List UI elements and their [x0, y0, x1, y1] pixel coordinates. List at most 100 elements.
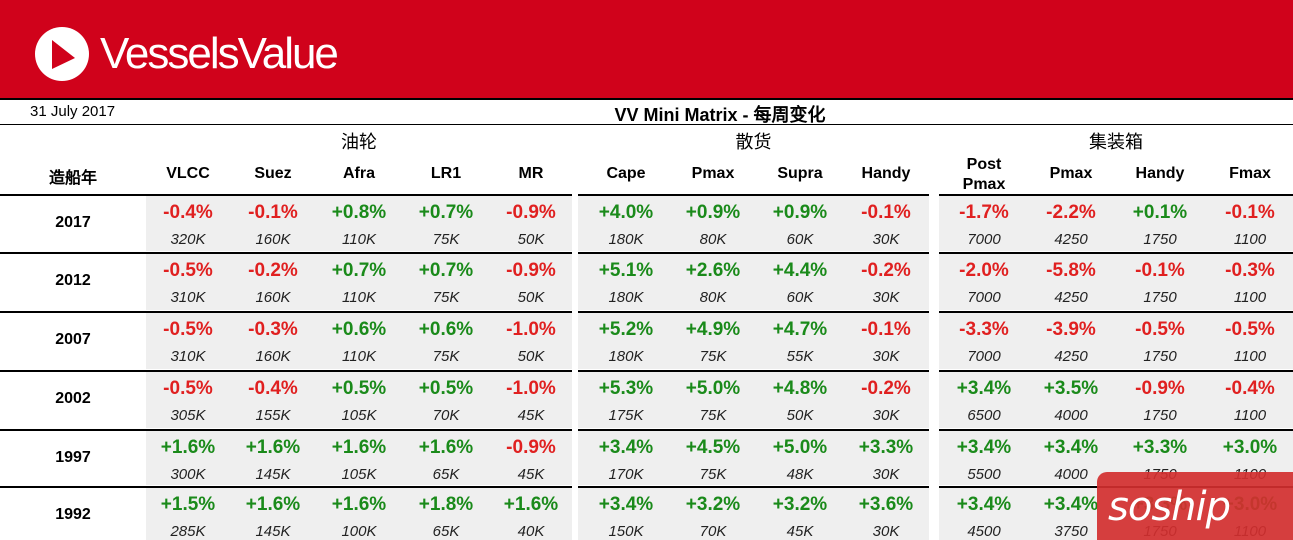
change-value: +3.4%	[1043, 437, 1099, 458]
size-value: 65K	[432, 523, 460, 540]
row-shade	[578, 313, 929, 369]
size-value: 30K	[872, 289, 900, 306]
change-value: +0.9%	[772, 202, 828, 223]
change-value: +3.6%	[858, 494, 914, 515]
change-value: +5.0%	[772, 437, 828, 458]
change-value: +3.4%	[956, 437, 1012, 458]
size-value: 160K	[255, 231, 291, 248]
change-value: -2.2%	[1046, 202, 1096, 223]
change-value: -0.3%	[248, 319, 298, 340]
size-value: 110K	[342, 231, 376, 248]
row-shade	[578, 196, 929, 251]
change-value: +1.6%	[331, 437, 387, 458]
size-value: 110K	[342, 348, 376, 365]
size-value: 80K	[699, 289, 727, 306]
size-value: 170K	[608, 466, 644, 483]
change-value: -0.9%	[506, 260, 556, 281]
column-header: Suez	[254, 165, 292, 182]
row-shade	[578, 372, 929, 428]
size-value: 305K	[170, 407, 206, 424]
change-value: -0.9%	[506, 202, 556, 223]
row-shade	[146, 372, 572, 428]
change-value: +3.4%	[1043, 494, 1099, 515]
change-value: +3.3%	[858, 437, 914, 458]
report-date: 31 July 2017	[30, 103, 116, 120]
change-value: +4.0%	[598, 202, 654, 223]
row-separator	[578, 252, 929, 254]
change-value: +0.1%	[1132, 202, 1188, 223]
row-separator	[0, 429, 146, 431]
size-value: 1750	[1143, 348, 1177, 365]
column-header: LR1	[430, 165, 462, 182]
row-separator	[578, 194, 929, 196]
change-value: -0.2%	[861, 378, 911, 399]
change-value: -0.3%	[1225, 260, 1275, 281]
size-value: 180K	[608, 231, 644, 248]
size-value: 7000	[967, 289, 1001, 306]
size-value: 105K	[341, 466, 377, 483]
row-separator	[146, 311, 572, 313]
size-value: 3750	[1054, 523, 1088, 540]
column-header: Handy	[1135, 165, 1185, 182]
size-value: 4250	[1054, 231, 1088, 248]
brand-logo-text: VesselsValue	[100, 29, 339, 78]
group-label: 油轮	[341, 132, 377, 152]
size-value: 4000	[1054, 407, 1088, 424]
column-header: Handy	[861, 165, 911, 182]
row-separator	[146, 194, 572, 196]
size-value: 30K	[872, 348, 900, 365]
size-value: 300K	[170, 466, 206, 483]
change-value: +1.6%	[245, 494, 301, 515]
row-separator	[146, 429, 572, 431]
change-value: -0.5%	[1135, 319, 1185, 340]
row-shade	[578, 431, 929, 485]
size-value: 310K	[170, 289, 206, 306]
change-value: +1.5%	[160, 494, 216, 515]
build-year: 2007	[55, 331, 91, 348]
change-value: -0.1%	[861, 319, 911, 340]
size-value: 45K	[517, 466, 545, 483]
size-value: 160K	[255, 348, 291, 365]
header-banner	[0, 0, 1293, 98]
change-value: -0.9%	[506, 437, 556, 458]
change-value: -5.8%	[1046, 260, 1096, 281]
size-value: 1100	[1233, 348, 1267, 365]
change-value: +3.4%	[598, 494, 654, 515]
change-value: -0.1%	[1135, 260, 1185, 281]
size-value: 160K	[255, 289, 291, 306]
size-value: 45K	[786, 523, 814, 540]
row-shade	[939, 313, 1293, 369]
size-value: 4250	[1054, 289, 1088, 306]
change-value: -0.5%	[163, 260, 213, 281]
size-value: 1750	[1143, 289, 1177, 306]
size-value: 180K	[608, 348, 644, 365]
row-separator	[939, 370, 1293, 372]
change-value: -0.5%	[163, 378, 213, 399]
column-header: Post Pmax	[962, 156, 1006, 193]
change-value: +1.6%	[160, 437, 216, 458]
column-header: Pmax	[691, 165, 735, 182]
size-value: 1750	[1143, 407, 1177, 424]
row-separator	[578, 486, 929, 488]
size-value: 65K	[432, 466, 460, 483]
row-shade	[939, 372, 1293, 428]
logo-icon	[35, 27, 89, 81]
size-value: 30K	[872, 407, 900, 424]
size-value: 75K	[699, 348, 727, 365]
row-shade	[939, 254, 1293, 310]
change-value: +1.8%	[418, 494, 474, 515]
column-header: Cape	[606, 165, 646, 182]
size-value: 4000	[1054, 466, 1088, 483]
change-value: +4.4%	[772, 260, 828, 281]
change-value: -1.0%	[506, 319, 556, 340]
row-separator	[578, 311, 929, 313]
change-value: +4.9%	[685, 319, 741, 340]
change-value: +1.6%	[503, 494, 559, 515]
row-shade	[146, 313, 572, 369]
change-value: -3.9%	[1046, 319, 1096, 340]
change-value: +0.5%	[331, 378, 387, 399]
change-value: +0.8%	[331, 202, 387, 223]
row-separator	[578, 370, 929, 372]
row-separator	[0, 252, 146, 254]
change-value: +4.8%	[772, 378, 828, 399]
